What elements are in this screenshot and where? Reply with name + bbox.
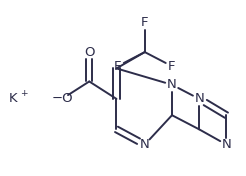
Text: F: F — [114, 60, 121, 73]
Text: −O: −O — [51, 92, 73, 105]
Text: O: O — [84, 46, 94, 59]
Text: +: + — [20, 89, 27, 98]
Text: N: N — [167, 78, 177, 91]
Text: N: N — [194, 92, 204, 105]
Text: N: N — [222, 138, 231, 151]
Text: F: F — [141, 16, 149, 29]
Text: K: K — [9, 92, 17, 105]
Text: F: F — [168, 60, 176, 73]
Text: N: N — [140, 138, 150, 151]
